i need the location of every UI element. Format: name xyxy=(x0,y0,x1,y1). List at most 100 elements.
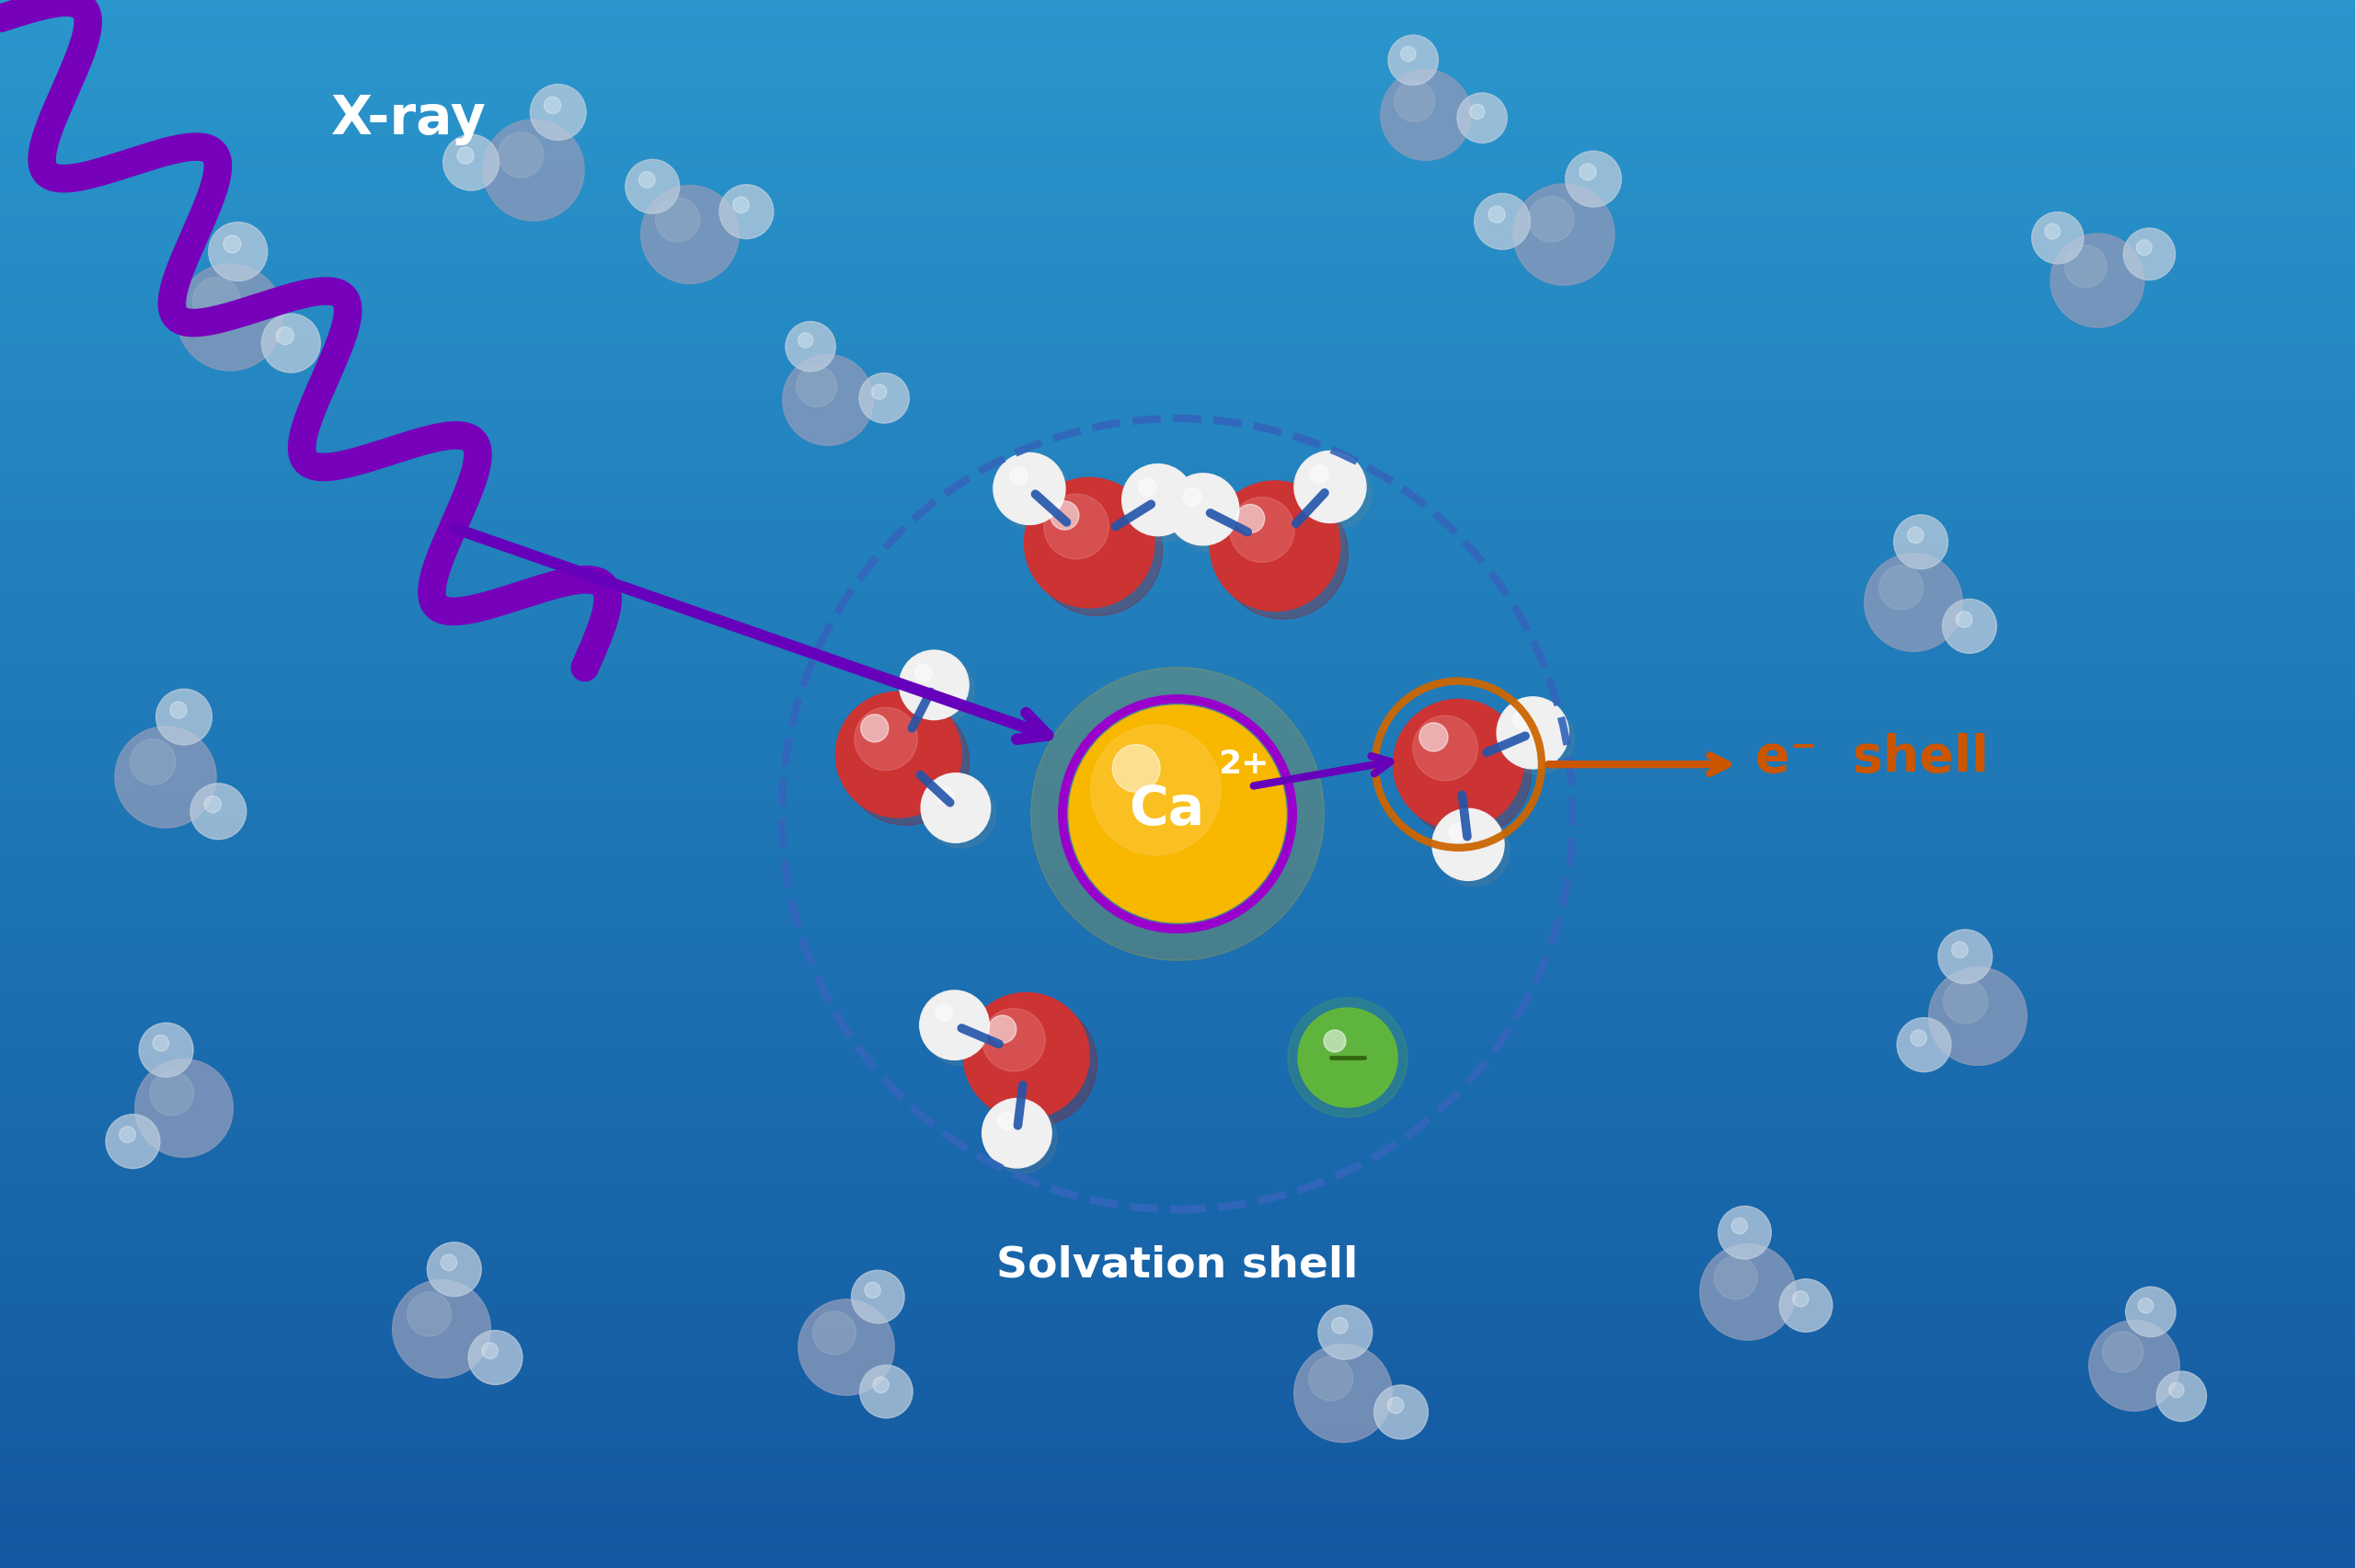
Bar xyxy=(0,673,2355,679)
Bar xyxy=(0,397,2355,403)
Circle shape xyxy=(2044,224,2061,240)
Bar xyxy=(0,428,2355,434)
Bar xyxy=(0,1217,2355,1223)
Circle shape xyxy=(904,657,975,726)
Circle shape xyxy=(1128,470,1199,543)
Bar xyxy=(0,563,2355,569)
Circle shape xyxy=(1952,942,1969,958)
Bar xyxy=(0,162,2355,168)
Bar xyxy=(0,401,2355,408)
Circle shape xyxy=(1069,706,1286,924)
Bar xyxy=(0,312,2355,318)
Circle shape xyxy=(1373,1385,1427,1439)
Bar xyxy=(0,135,2355,141)
Bar xyxy=(0,1232,2355,1239)
Bar xyxy=(0,485,2355,491)
Bar xyxy=(0,955,2355,961)
Bar xyxy=(0,491,2355,497)
Circle shape xyxy=(787,323,836,372)
Circle shape xyxy=(862,715,888,743)
Circle shape xyxy=(1957,612,1971,629)
Circle shape xyxy=(170,702,186,718)
Bar xyxy=(0,218,2355,224)
Bar xyxy=(0,1134,2355,1140)
Circle shape xyxy=(1512,712,1531,729)
Bar xyxy=(0,1338,2355,1344)
Bar xyxy=(0,898,2355,905)
Bar xyxy=(0,511,2355,517)
Bar xyxy=(0,547,2355,554)
Circle shape xyxy=(999,459,1072,532)
Bar xyxy=(0,710,2355,717)
Circle shape xyxy=(1528,198,1573,243)
Bar xyxy=(0,782,2355,789)
Bar xyxy=(0,762,2355,768)
Bar xyxy=(0,480,2355,486)
Bar xyxy=(0,334,2355,340)
Bar xyxy=(0,1416,2355,1422)
Bar xyxy=(0,877,2355,883)
Circle shape xyxy=(1780,1279,1832,1333)
Circle shape xyxy=(732,198,749,213)
Bar xyxy=(0,867,2355,873)
Bar xyxy=(0,1541,2355,1548)
Bar xyxy=(0,1494,2355,1501)
Circle shape xyxy=(641,187,739,284)
Circle shape xyxy=(2065,246,2108,289)
Bar xyxy=(0,93,2355,99)
Bar xyxy=(0,1504,2355,1510)
Circle shape xyxy=(718,185,772,240)
Circle shape xyxy=(843,699,970,826)
Bar xyxy=(0,1279,2355,1286)
Bar xyxy=(0,9,2355,16)
Circle shape xyxy=(937,787,954,804)
Bar xyxy=(0,522,2355,528)
Circle shape xyxy=(130,740,177,786)
Bar xyxy=(0,574,2355,580)
Circle shape xyxy=(798,334,812,348)
Bar xyxy=(0,1080,2355,1087)
Bar xyxy=(0,594,2355,601)
Bar xyxy=(0,668,2355,674)
Bar xyxy=(0,1269,2355,1275)
Circle shape xyxy=(1394,699,1524,829)
Circle shape xyxy=(1458,94,1507,144)
Circle shape xyxy=(1288,999,1408,1118)
Bar xyxy=(0,108,2355,114)
Bar xyxy=(0,1228,2355,1234)
Circle shape xyxy=(426,1242,480,1297)
Bar xyxy=(0,1535,2355,1541)
Bar xyxy=(0,1138,2355,1145)
Bar xyxy=(0,88,2355,94)
Circle shape xyxy=(982,1099,1053,1168)
Bar xyxy=(0,554,2355,560)
Bar xyxy=(0,412,2355,419)
Circle shape xyxy=(1300,458,1371,528)
Bar xyxy=(0,1040,2355,1046)
Bar xyxy=(0,1452,2355,1458)
Bar xyxy=(0,1221,2355,1228)
Circle shape xyxy=(1566,152,1620,207)
Bar xyxy=(0,500,2355,506)
Bar xyxy=(0,950,2355,956)
Circle shape xyxy=(1324,1030,1345,1052)
Bar xyxy=(0,1400,2355,1406)
Circle shape xyxy=(1474,194,1531,251)
Circle shape xyxy=(1910,1030,1926,1046)
Circle shape xyxy=(2157,1372,2207,1422)
Bar xyxy=(0,1002,2355,1008)
Circle shape xyxy=(224,237,240,254)
Circle shape xyxy=(982,1008,1046,1071)
Bar xyxy=(0,840,2355,847)
Bar xyxy=(0,1322,2355,1328)
Bar xyxy=(0,276,2355,282)
Bar xyxy=(0,390,2355,397)
Bar xyxy=(0,924,2355,930)
Circle shape xyxy=(1031,668,1324,961)
Circle shape xyxy=(836,691,961,818)
Bar xyxy=(0,339,2355,345)
Circle shape xyxy=(469,1331,523,1385)
Bar xyxy=(0,961,2355,967)
Bar xyxy=(0,1488,2355,1494)
Bar xyxy=(0,381,2355,387)
